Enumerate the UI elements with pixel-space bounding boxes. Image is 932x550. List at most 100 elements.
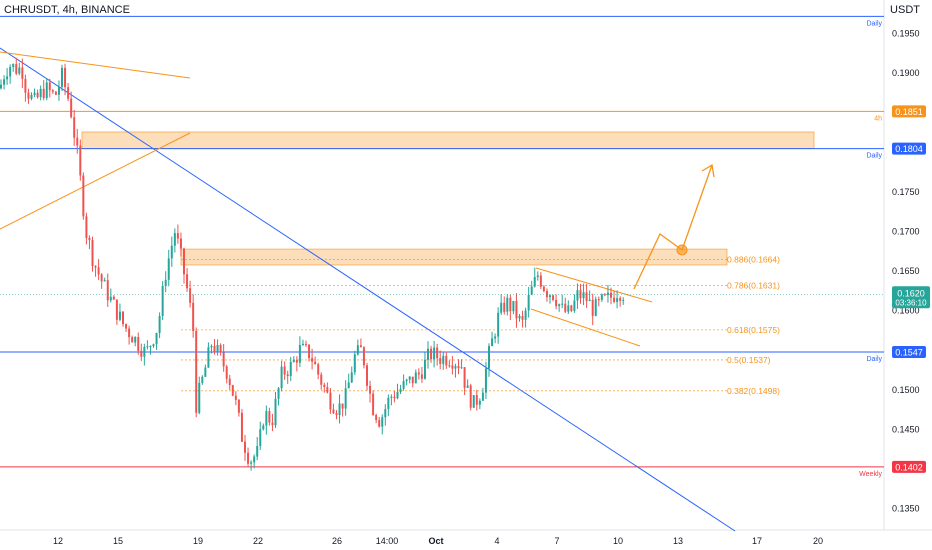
candle-body-102 (311, 358, 314, 362)
candle-body-109 (332, 409, 335, 414)
candle-body-59 (179, 238, 182, 249)
candle-body-1 (3, 79, 6, 85)
candle-body-176 (536, 275, 539, 278)
candle-body-54 (164, 279, 167, 286)
candle-body-171 (521, 316, 524, 320)
candle-body-35 (106, 280, 109, 301)
candle-body-173 (527, 294, 530, 311)
candle-body-121 (369, 385, 372, 394)
candle-body-104 (317, 364, 320, 375)
time-axis[interactable]: 12 15 19 22 26 14:00 Oct 4 7 10 13 17 20 (53, 536, 823, 546)
candle-body-29 (88, 237, 91, 241)
candle-body-202 (616, 298, 619, 302)
x-tick-label-10: 13 (673, 536, 683, 546)
x-tick-label-9: 10 (613, 536, 623, 546)
candle-body-15 (45, 82, 48, 99)
candle-body-32 (97, 267, 100, 275)
projection-target-point (676, 244, 688, 256)
candle-body-156 (475, 395, 478, 405)
candle-body-169 (515, 300, 518, 319)
candle-body-23 (70, 98, 73, 118)
candle-body-174 (530, 286, 533, 295)
candle-body-113 (344, 388, 347, 409)
candle-body-172 (524, 310, 527, 320)
candle-body-65 (198, 382, 201, 413)
candle-body-115 (350, 372, 353, 383)
candle-body-56 (170, 245, 173, 259)
candle-body-24 (73, 117, 76, 138)
candle-body-46 (140, 350, 143, 357)
candle-body-135 (411, 376, 414, 384)
level-badge-label-1: 0.1851 (895, 107, 923, 117)
x-tick-label-11: 17 (752, 536, 762, 546)
candle-body-129 (393, 396, 396, 399)
channel-upper-line (535, 267, 653, 303)
candlesticks (0, 57, 625, 471)
level-tag-2: Daily (866, 153, 882, 160)
y-tick-label-5: 0.1600 (892, 306, 920, 316)
candle-body-83 (253, 456, 256, 463)
y-tick-label-8: 0.1350 (892, 504, 920, 514)
candle-body-12 (36, 92, 39, 98)
candle-body-153 (466, 385, 469, 388)
candle-body-138 (420, 374, 423, 379)
candle-body-122 (372, 393, 375, 416)
candle-body-120 (366, 365, 368, 386)
candle-body-105 (320, 374, 323, 385)
price-projection-arrow (633, 163, 715, 290)
candle-body-147 (448, 365, 451, 367)
candle-body-145 (442, 355, 445, 364)
level-tag-0: Daily (866, 20, 882, 27)
candle-body-116 (353, 354, 356, 373)
candle-body-40 (122, 311, 124, 325)
y-tick-label-4: 0.1650 (892, 266, 920, 276)
candle-body-77 (234, 395, 237, 400)
candle-body-70 (213, 346, 216, 352)
candle-body-42 (128, 328, 131, 338)
candle-body-167 (509, 297, 512, 312)
candle-body-170 (518, 316, 521, 319)
candle-body-43 (131, 337, 134, 343)
candle-body-18 (54, 91, 57, 95)
candle-body-66 (201, 376, 204, 383)
candle-body-131 (399, 388, 402, 392)
candle-body-127 (387, 397, 390, 410)
candle-body-96 (292, 359, 295, 362)
price-axis[interactable]: 0.1950 0.1900 0.1750 0.1700 0.1650 0.1600 0.15… (0, 29, 930, 514)
candle-body-71 (216, 344, 219, 352)
candle-body-2 (6, 76, 9, 80)
candle-body-80 (244, 441, 246, 453)
channel-lower-line (530, 308, 641, 347)
horizontal-levels: Daily 4h 0.1851 Daily 0.1804 Daily 0.1547 Weekl… (0, 15, 926, 478)
candle-body-166 (506, 297, 509, 312)
current-price-label: 0.1620 (897, 288, 925, 298)
candle-body-20 (61, 67, 63, 87)
candle-body-192 (585, 292, 588, 302)
candle-body-76 (231, 385, 234, 396)
symbol-label: CHRUSDT, 4h, BINANCE (4, 4, 130, 16)
candle-body-157 (478, 400, 481, 405)
candle-body-51 (155, 332, 158, 345)
candle-body-149 (454, 365, 457, 369)
candle-body-79 (240, 412, 243, 442)
candle-body-11 (33, 92, 36, 95)
candle-body-183 (558, 304, 561, 307)
candle-body-95 (289, 361, 292, 377)
candle-body-159 (484, 368, 487, 393)
candle-body-89 (271, 422, 274, 426)
candle-body-198 (603, 294, 606, 296)
candle-body-124 (378, 420, 381, 427)
level-badge-2 (892, 142, 926, 155)
candle-body-9 (27, 92, 30, 99)
candle-body-136 (414, 372, 417, 384)
supply-zone-1 (180, 248, 728, 266)
candle-body-117 (356, 345, 359, 355)
candle-body-107 (326, 387, 329, 393)
candle-body-187 (570, 305, 573, 312)
candle-body-7 (21, 67, 24, 79)
current-price-badge (892, 286, 930, 309)
x-tick-label-8: 7 (554, 536, 559, 546)
candle-body-190 (579, 290, 582, 299)
y-tick-label-7: 0.1450 (892, 424, 920, 434)
